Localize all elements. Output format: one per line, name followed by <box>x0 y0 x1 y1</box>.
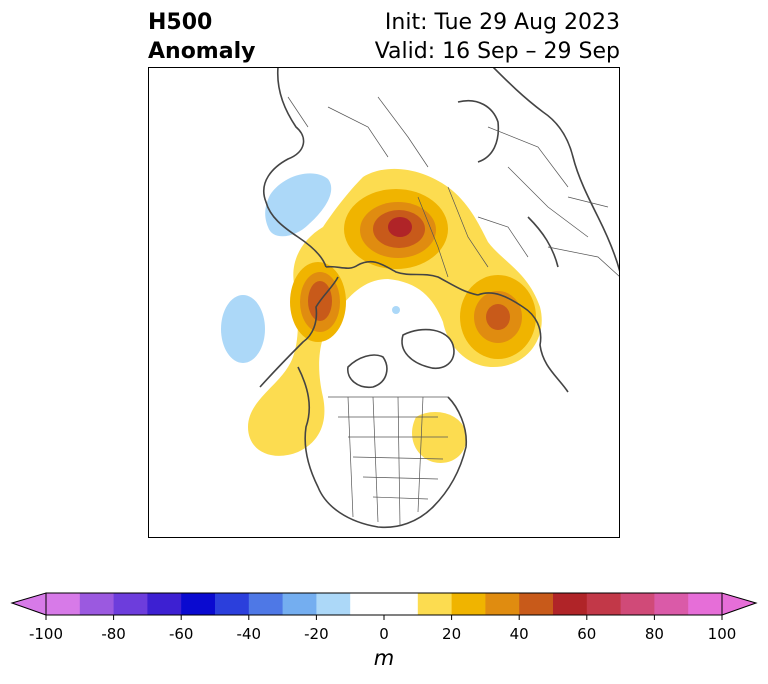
colorbar-bin <box>553 593 588 615</box>
colorbar-bin <box>586 593 622 615</box>
trough-north-pacific <box>221 295 265 363</box>
political-borders <box>287 96 620 526</box>
colorbar-extend-high <box>721 592 758 616</box>
colorbar-tick-label: -80 <box>101 625 126 643</box>
colorbar-bin <box>46 593 81 615</box>
colorbar-bin <box>620 593 655 615</box>
colorbar-bin <box>417 593 453 615</box>
colorbar-tick-label: 0 <box>379 625 389 643</box>
colorbar-tick-label: 40 <box>509 625 529 643</box>
colorbar-bin <box>519 593 554 615</box>
colorbar-tick-label: 20 <box>442 625 462 643</box>
colorbar-tick-label: -20 <box>304 625 329 643</box>
coastlines <box>259 67 620 529</box>
title-right: Init: Tue 29 Aug 2023 Valid: 16 Sep – 29… <box>375 8 620 66</box>
colorbar-bin <box>147 593 182 615</box>
colorbar <box>10 592 758 620</box>
colorbar-bin <box>451 593 486 615</box>
ridge-siberia-core <box>344 189 448 269</box>
colorbar-bin <box>282 593 317 615</box>
field-title: H500 <box>148 10 213 35</box>
colorbar-bin <box>316 593 351 615</box>
colorbar-bin <box>688 593 723 615</box>
field-subtitle: Anomaly <box>148 39 256 64</box>
colorbar-bin <box>113 593 148 615</box>
colorbar-extend-low <box>10 592 47 616</box>
init-date: Init: Tue 29 Aug 2023 <box>384 10 620 35</box>
map-background <box>148 67 620 538</box>
ridge-ring-outer <box>248 168 542 456</box>
ridge-northeast-canada <box>412 412 467 463</box>
colorbar-tick-label: -60 <box>168 625 194 643</box>
colorbar-tick-label: 80 <box>644 625 664 643</box>
colorbar-bin <box>248 593 284 615</box>
trough-arctic <box>392 306 400 314</box>
colorbar-tick-label: -40 <box>236 625 262 643</box>
ridge-alaska-core <box>290 262 346 342</box>
colorbar-tick-label: 60 <box>577 625 597 643</box>
title-left: H500 Anomaly <box>148 8 255 66</box>
colorbar-bin <box>654 593 689 615</box>
map-frame <box>148 67 620 538</box>
colorbar-tick-label: -100 <box>28 625 64 643</box>
colorbar-ticks <box>45 615 723 620</box>
trough-east-asia <box>265 173 332 237</box>
colorbar-bin <box>79 593 115 615</box>
colorbar-bin <box>485 593 520 615</box>
colorbar-bin <box>181 593 216 615</box>
valid-range: Valid: 16 Sep – 29 Sep <box>374 39 620 64</box>
colorbar-unit: m <box>373 646 395 670</box>
colorbar-tick-label: 100 <box>707 625 737 643</box>
ridge-scandinavia-core <box>460 275 536 359</box>
colorbar-bin <box>350 593 385 615</box>
polar-map <box>148 67 620 538</box>
positive-anomaly-fill <box>248 168 542 463</box>
negative-anomaly-fill <box>221 173 400 363</box>
colorbar-bin <box>215 593 250 615</box>
colorbar-bin <box>384 593 419 615</box>
colorbar-bins <box>46 593 723 615</box>
